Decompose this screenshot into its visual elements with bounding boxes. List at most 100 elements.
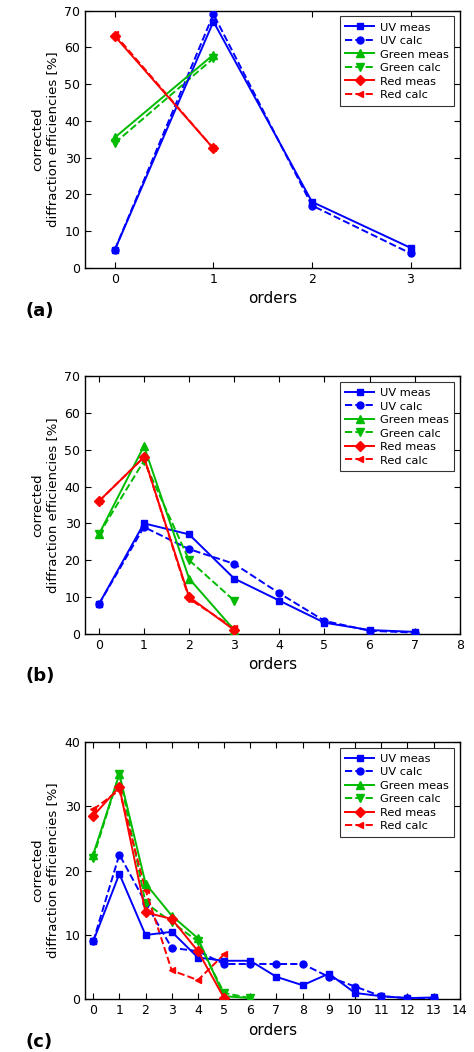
Green calc — [247, 992, 253, 1005]
Y-axis label: corrected
diffraction efficiencies [%]: corrected diffraction efficiencies [%] — [31, 418, 59, 592]
Line: UV meas: UV meas — [95, 520, 418, 635]
Line: Green meas: Green meas — [111, 50, 218, 142]
Red meas — [169, 913, 174, 926]
UV meas — [309, 196, 315, 208]
Line: Green meas: Green meas — [95, 442, 238, 634]
UV meas — [326, 968, 332, 980]
UV meas — [367, 624, 373, 636]
Line: UV calc: UV calc — [111, 11, 414, 257]
Red meas — [112, 29, 118, 42]
Green meas — [91, 848, 96, 861]
Red meas — [91, 810, 96, 823]
UV calc — [186, 543, 192, 555]
UV calc — [378, 990, 384, 1003]
UV calc — [309, 199, 315, 211]
UV meas — [273, 971, 279, 984]
UV calc — [412, 626, 418, 639]
UV calc — [321, 614, 327, 627]
Line: Green meas: Green meas — [89, 770, 255, 1003]
Green calc — [91, 851, 96, 864]
UV calc — [405, 992, 410, 1005]
Red calc — [141, 451, 147, 464]
UV meas — [112, 243, 118, 256]
Line: UV meas: UV meas — [90, 870, 437, 1002]
Line: Red calc: Red calc — [111, 31, 217, 151]
UV calc — [96, 598, 102, 610]
Red meas — [195, 945, 201, 957]
UV meas — [408, 242, 413, 255]
Green calc — [96, 528, 102, 541]
Red meas — [210, 142, 216, 155]
Text: (b): (b) — [26, 667, 55, 685]
Line: Red meas: Red meas — [90, 784, 228, 1002]
Line: Red calc: Red calc — [95, 453, 237, 631]
Red calc — [186, 592, 192, 605]
Green calc — [141, 454, 147, 467]
Line: Green calc: Green calc — [111, 55, 218, 147]
UV calc — [169, 942, 174, 954]
Green meas — [231, 624, 237, 636]
Red calc — [96, 495, 102, 508]
Text: (c): (c) — [26, 1033, 53, 1051]
Line: Red meas: Red meas — [95, 453, 237, 633]
UV calc — [91, 935, 96, 948]
Red calc — [210, 142, 216, 155]
UV calc — [247, 957, 253, 970]
Line: UV meas: UV meas — [111, 18, 414, 254]
Y-axis label: corrected
diffraction efficiencies [%]: corrected diffraction efficiencies [%] — [31, 52, 59, 227]
UV calc — [326, 971, 332, 984]
Legend: UV meas, UV calc, Green meas, Green calc, Red meas, Red calc: UV meas, UV calc, Green meas, Green calc… — [340, 748, 454, 837]
Green meas — [112, 132, 118, 144]
UV calc — [195, 945, 201, 957]
UV meas — [352, 987, 358, 999]
Green meas — [169, 909, 174, 922]
Red meas — [186, 590, 192, 603]
UV meas — [247, 954, 253, 967]
UV meas — [169, 926, 174, 938]
UV calc — [273, 957, 279, 970]
Red calc — [112, 28, 118, 41]
X-axis label: orders: orders — [248, 1023, 297, 1038]
Green calc — [210, 52, 216, 64]
X-axis label: orders: orders — [248, 291, 297, 306]
UV meas — [405, 992, 410, 1005]
Green calc — [186, 553, 192, 566]
UV meas — [231, 572, 237, 585]
Red meas — [231, 624, 237, 636]
UV calc — [431, 992, 437, 1005]
Red meas — [143, 906, 148, 918]
Green meas — [143, 877, 148, 890]
Green calc — [221, 987, 227, 999]
Green calc — [112, 137, 118, 149]
UV meas — [321, 616, 327, 629]
UV calc — [352, 980, 358, 993]
Green meas — [221, 990, 227, 1003]
Line: Red calc: Red calc — [90, 787, 228, 984]
UV calc — [210, 7, 216, 20]
Red meas — [221, 992, 227, 1005]
Line: UV calc: UV calc — [90, 851, 437, 1002]
Red calc — [231, 622, 237, 634]
UV meas — [221, 954, 227, 967]
X-axis label: orders: orders — [248, 658, 297, 672]
Green calc — [117, 768, 122, 781]
UV calc — [367, 625, 373, 638]
Red calc — [195, 974, 201, 987]
UV meas — [431, 991, 437, 1004]
Green meas — [195, 932, 201, 945]
Red meas — [96, 495, 102, 508]
UV calc — [117, 848, 122, 861]
Green calc — [195, 935, 201, 948]
Green meas — [210, 48, 216, 61]
Green meas — [247, 992, 253, 1005]
Red calc — [117, 784, 122, 796]
UV calc — [141, 521, 147, 533]
UV calc — [231, 558, 237, 570]
Green calc — [143, 896, 148, 909]
UV meas — [91, 935, 96, 948]
Line: Green calc: Green calc — [89, 770, 255, 1003]
UV calc — [221, 957, 227, 970]
Green calc — [169, 916, 174, 929]
Text: (a): (a) — [26, 302, 54, 320]
UV meas — [117, 868, 122, 881]
